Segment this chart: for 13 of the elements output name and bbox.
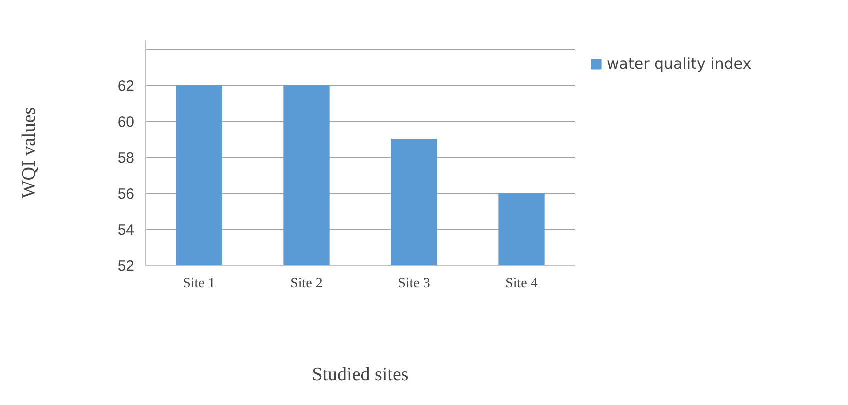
y-tick-label: 62	[118, 78, 135, 95]
x-tick-label: Site 1	[183, 276, 216, 292]
y-tick-label: 58	[118, 150, 135, 167]
x-tick-label: Site 3	[398, 276, 430, 292]
legend-label: water quality index	[607, 55, 752, 73]
y-axis-title: WQI values	[18, 107, 40, 199]
y-tick-label: 56	[118, 186, 135, 203]
y-tick-label: 60	[118, 114, 135, 131]
x-tick-label: Site 4	[506, 276, 538, 292]
x-axis-title: Studied sites	[312, 364, 409, 386]
y-tick-label: 52	[118, 258, 135, 275]
x-tick-label: Site 2	[290, 276, 323, 292]
y-tick-label: 54	[118, 222, 135, 239]
